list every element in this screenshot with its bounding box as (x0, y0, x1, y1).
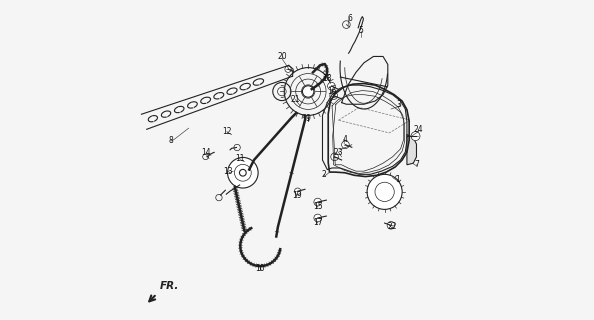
Text: 17: 17 (313, 218, 323, 227)
Text: 20: 20 (278, 52, 287, 61)
Circle shape (239, 169, 246, 176)
Text: 4: 4 (342, 135, 347, 144)
Circle shape (314, 214, 321, 222)
Text: 1: 1 (395, 175, 400, 184)
Circle shape (228, 157, 258, 188)
Circle shape (331, 153, 339, 161)
Text: 24: 24 (413, 125, 423, 134)
Text: 7: 7 (414, 160, 419, 169)
Circle shape (342, 141, 349, 148)
Circle shape (367, 174, 402, 209)
Text: 18: 18 (323, 74, 332, 83)
Text: 13: 13 (224, 167, 233, 176)
Text: 11: 11 (235, 154, 244, 163)
Text: 14: 14 (201, 148, 211, 156)
Circle shape (327, 82, 335, 90)
Circle shape (387, 221, 395, 229)
Text: 2: 2 (322, 170, 327, 179)
Text: 12: 12 (222, 127, 232, 136)
Circle shape (314, 198, 321, 206)
Text: 23: 23 (334, 148, 343, 156)
Text: 22: 22 (388, 222, 397, 231)
Text: FR.: FR. (160, 281, 179, 291)
Text: 5: 5 (358, 27, 363, 36)
Text: 6: 6 (347, 14, 352, 23)
Circle shape (285, 66, 291, 72)
Circle shape (295, 188, 301, 195)
Text: 9: 9 (306, 114, 311, 123)
Text: 21: 21 (290, 95, 300, 104)
Circle shape (330, 92, 337, 100)
Text: 15: 15 (313, 202, 323, 211)
Text: 10: 10 (255, 264, 265, 273)
Polygon shape (407, 134, 416, 165)
Text: 19: 19 (292, 190, 302, 200)
Text: 3: 3 (397, 100, 402, 109)
Circle shape (302, 86, 314, 97)
Text: 16: 16 (327, 87, 337, 96)
Circle shape (411, 132, 420, 140)
Text: 8: 8 (169, 136, 173, 145)
